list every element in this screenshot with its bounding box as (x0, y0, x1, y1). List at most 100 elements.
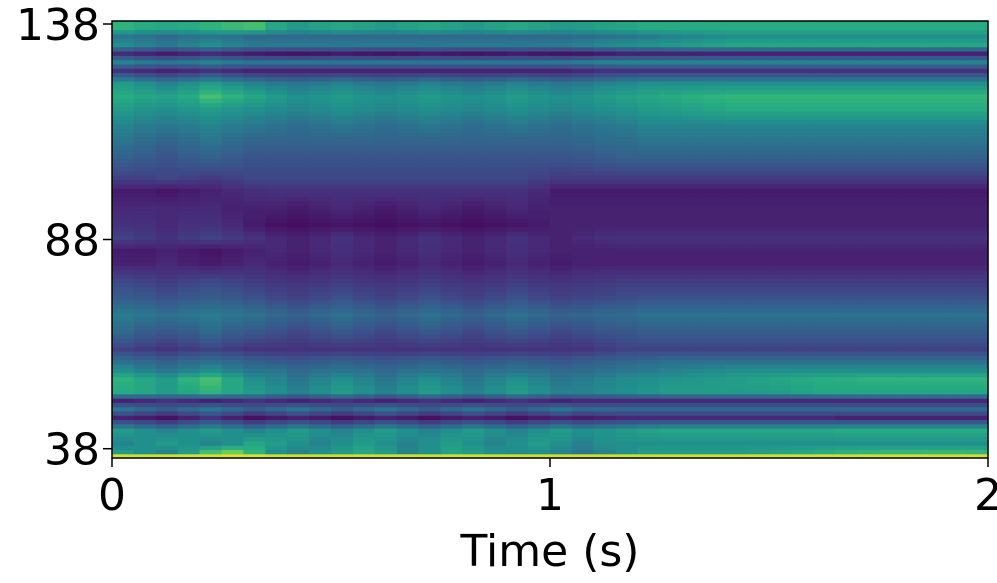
heatmap-cell (812, 102, 836, 108)
heatmap-cell (309, 188, 332, 193)
heatmap-cell (878, 188, 901, 193)
heatmap-cell (112, 419, 135, 425)
heatmap-cell (571, 243, 595, 249)
heatmap-cell (396, 38, 420, 44)
heatmap-cell (309, 445, 332, 451)
heatmap-cell (790, 432, 814, 438)
heatmap-cell (790, 235, 814, 241)
heatmap-cell (659, 260, 682, 266)
heatmap-cell (615, 269, 639, 275)
heatmap-cell (593, 243, 617, 249)
heatmap-cell (331, 260, 354, 266)
heatmap-cell (637, 428, 661, 433)
heatmap-cell (681, 235, 704, 241)
heatmap-cell (352, 235, 376, 241)
heatmap-cell (440, 85, 463, 91)
heatmap-cell (725, 21, 748, 26)
heatmap-cell (287, 110, 310, 116)
heatmap-cell (155, 278, 179, 283)
heatmap-cell (528, 136, 551, 142)
heatmap-cell (528, 235, 551, 241)
heatmap-cell (112, 235, 135, 241)
heatmap-cell (878, 98, 901, 103)
heatmap-cell (659, 256, 682, 262)
heatmap-cell (659, 106, 682, 112)
heatmap-cell (834, 282, 858, 288)
heatmap-cell (550, 436, 573, 442)
heatmap-cell (593, 59, 617, 65)
heatmap-cell (484, 376, 507, 382)
heatmap-cell (812, 273, 836, 279)
heatmap-cell (615, 102, 639, 108)
heatmap-cell (287, 230, 310, 236)
heatmap-cell (287, 363, 310, 369)
heatmap-cell (550, 72, 573, 78)
heatmap-cell (506, 183, 529, 189)
heatmap-cell (374, 85, 398, 91)
heatmap-cell (900, 380, 923, 386)
heatmap-cell (659, 196, 682, 202)
heatmap-cell (790, 106, 814, 112)
heatmap-cell (133, 25, 157, 31)
heatmap-cell (440, 329, 463, 335)
heatmap-cell (484, 346, 507, 352)
heatmap-cell (396, 385, 420, 391)
heatmap-cell (374, 115, 398, 121)
heatmap-cell (243, 89, 266, 95)
heatmap-cell (615, 346, 639, 352)
heatmap-cell (747, 29, 770, 35)
heatmap-cell (221, 260, 244, 266)
heatmap-cell (834, 333, 858, 339)
heatmap-cell (396, 402, 420, 408)
heatmap-cell (506, 175, 529, 181)
heatmap-cell (944, 72, 967, 78)
heatmap-cell (374, 393, 398, 399)
heatmap-cell (856, 338, 880, 343)
heatmap-cell (725, 192, 748, 198)
heatmap-cell (352, 445, 376, 451)
heatmap-cell (944, 166, 967, 172)
heatmap-cell (856, 76, 880, 82)
heatmap-cell (812, 440, 836, 446)
heatmap-cell (944, 76, 967, 82)
heatmap-cell (528, 265, 551, 271)
heatmap-cell (769, 158, 792, 163)
heatmap-cell (900, 21, 923, 26)
heatmap-cell (265, 239, 288, 245)
heatmap-cell (352, 329, 376, 335)
heatmap-cell (615, 175, 639, 181)
heatmap-cell (112, 29, 135, 35)
heatmap-cell (440, 278, 463, 283)
heatmap-cell (243, 80, 266, 86)
heatmap-cell (484, 248, 507, 253)
heatmap-cell (922, 175, 945, 181)
heatmap-cell (506, 230, 529, 236)
heatmap-cell (112, 50, 135, 56)
heatmap-cell (418, 423, 442, 429)
heatmap-cell (309, 85, 332, 91)
heatmap-cell (769, 63, 792, 69)
heatmap-cell (352, 213, 376, 219)
heatmap-cell (812, 162, 836, 168)
heatmap-cell (221, 170, 244, 176)
heatmap-cell (703, 119, 726, 125)
heatmap-cell (221, 385, 244, 391)
heatmap-cell (571, 170, 595, 176)
heatmap-cell (177, 286, 201, 292)
heatmap-cell (747, 359, 770, 365)
heatmap-cell (374, 350, 398, 356)
heatmap-cell (769, 372, 792, 378)
heatmap-cell (681, 93, 704, 99)
heatmap-cell (199, 106, 223, 112)
heatmap-cell (440, 158, 463, 163)
heatmap-cell (506, 256, 529, 262)
heatmap-cell (834, 46, 858, 52)
heatmap-cell (703, 85, 726, 91)
heatmap-cell (133, 170, 157, 176)
heatmap-cell (155, 230, 179, 236)
heatmap-cell (966, 38, 989, 44)
heatmap-cell (703, 226, 726, 232)
heatmap-cell (287, 80, 310, 86)
heatmap-cell (966, 256, 989, 262)
heatmap-cell (900, 33, 923, 39)
